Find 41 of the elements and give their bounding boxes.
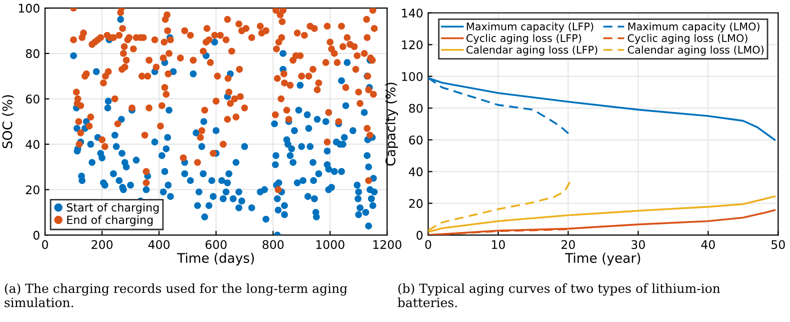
y-tick-label: 80 — [26, 49, 40, 58]
legend-label: Cyclic aging loss (LMO) — [628, 34, 748, 44]
x-tick-label: 0 — [425, 240, 432, 250]
y-axis-title: SOC (%) — [2, 95, 14, 148]
y-tick-label: 40 — [26, 140, 40, 149]
legend-label: Maximum capacity (LFP) — [466, 22, 594, 32]
legend-label: Maximum capacity (LMO) — [628, 22, 760, 32]
y-tick-label: 120 — [402, 40, 423, 50]
y-tick-label: 0 — [416, 230, 423, 240]
legend-label: End of charging — [67, 215, 153, 226]
x-tick-label: 1000 — [316, 240, 344, 250]
legend-label: Start of charging — [66, 203, 159, 214]
text: (b) Typical aging curves of two types of lithium-ion batteries. — [398, 283, 720, 308]
legend-label: Cyclic aging loss (LFP) — [466, 34, 582, 44]
y-tick-label: 20 — [26, 185, 40, 194]
legend-label: Calendar aging loss (LMO) — [628, 46, 764, 56]
x-tick-label: 800 — [262, 240, 284, 250]
y-tick-label: 40 — [408, 167, 423, 176]
x-axis-title: Time (days) — [177, 252, 254, 266]
text: (a) The charging records used for the long-term aging simulation. — [4, 283, 348, 308]
x-tick-label: 30 — [632, 240, 645, 250]
y-tick-label: 100 — [402, 72, 423, 82]
x-axis-title: Time (year) — [565, 252, 640, 266]
y-tick-label: 140 — [402, 8, 423, 18]
y-axis-title: Capacity (%) — [385, 82, 398, 166]
x-tick-label: 1200 — [373, 240, 402, 250]
x-tick-label: 200 — [92, 240, 113, 250]
x-tick-label: 20 — [562, 240, 575, 250]
x-tick-label: 50 — [772, 240, 785, 250]
y-tick-label: 20 — [409, 199, 423, 208]
x-tick-label: 400 — [148, 240, 170, 250]
x-tick-label: 600 — [206, 240, 227, 250]
x-tick-label: 0 — [42, 240, 48, 250]
x-tick-label: 10 — [492, 240, 505, 250]
y-tick-label: 100 — [18, 4, 40, 13]
y-tick-label: 60 — [26, 94, 40, 104]
x-tick-label: 40 — [701, 240, 715, 250]
y-tick-label: 60 — [409, 136, 423, 144]
y-tick-label: 80 — [409, 104, 423, 113]
y-tick-label: 0 — [33, 230, 40, 240]
legend-label: Calendar aging loss (LFP) — [466, 46, 598, 56]
